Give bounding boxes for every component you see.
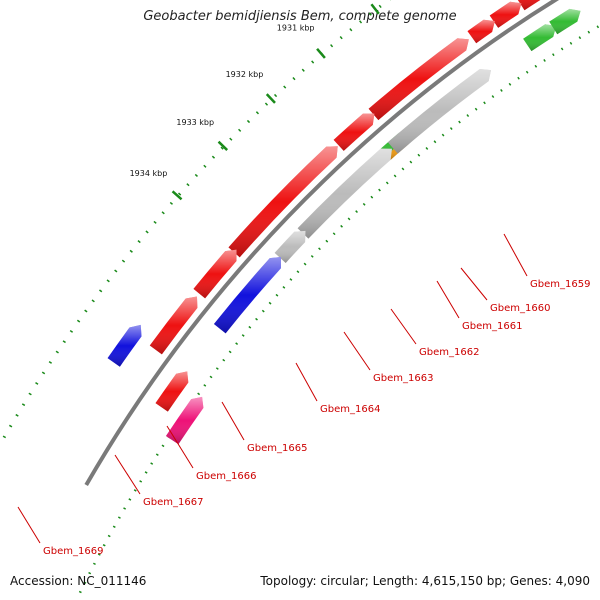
gene-feature bbox=[333, 113, 375, 151]
gene-feature bbox=[149, 296, 198, 355]
gene-feature bbox=[387, 69, 492, 154]
gene-label: Gbem_1661 bbox=[436, 280, 522, 332]
gene-feature bbox=[155, 371, 189, 412]
leader-line bbox=[390, 308, 417, 345]
inner-dotted-ring bbox=[75, 24, 600, 600]
gene-label: Gbem_1666 bbox=[166, 425, 256, 482]
gene-label-text: Gbem_1669 bbox=[43, 546, 103, 557]
leader-line bbox=[503, 233, 528, 277]
kbp-tick-label: 1932 kbp bbox=[226, 70, 264, 79]
gene-feature bbox=[274, 230, 306, 263]
gene-feature bbox=[549, 8, 581, 35]
major-tick bbox=[265, 93, 276, 104]
genome-backbone bbox=[75, 0, 600, 600]
gene-label-text: Gbem_1666 bbox=[196, 471, 256, 482]
gene-feature bbox=[107, 324, 142, 367]
summary-text: Topology: circular; Length: 4,615,150 bp… bbox=[260, 574, 590, 588]
gene-feature bbox=[517, 0, 541, 11]
gene-label: Gbem_1660 bbox=[460, 267, 550, 314]
kbp-tick-label: 1931 kbp bbox=[277, 24, 315, 33]
gene-feature bbox=[489, 1, 522, 28]
gene-label: Gbem_1659 bbox=[503, 233, 590, 290]
kbp-tick-label: 1933 kbp bbox=[176, 118, 214, 127]
gene-label: Gbem_1665 bbox=[221, 401, 307, 454]
gene-label-text: Gbem_1662 bbox=[419, 347, 479, 358]
gene-label-text: Gbem_1661 bbox=[462, 321, 522, 332]
gene-feature bbox=[193, 249, 237, 299]
gene-label-text: Gbem_1667 bbox=[143, 497, 203, 508]
gene-feature bbox=[228, 146, 338, 258]
gene-label-text: Gbem_1664 bbox=[320, 404, 380, 415]
gene-label: Gbem_1669 bbox=[17, 506, 103, 557]
major-tick bbox=[370, 3, 380, 15]
gene-feature bbox=[165, 396, 204, 445]
gene-label-text: Gbem_1665 bbox=[247, 443, 307, 454]
major-tick bbox=[217, 140, 229, 151]
gene-label: Gbem_1667 bbox=[114, 454, 203, 508]
gene-label-text: Gbem_1659 bbox=[530, 279, 590, 290]
minor-tick-dots bbox=[2, 0, 392, 439]
gene-label: Gbem_1663 bbox=[343, 331, 433, 384]
gene-feature bbox=[368, 38, 469, 121]
leader-line bbox=[343, 331, 371, 371]
gene-label: Gbem_1664 bbox=[295, 362, 380, 415]
gene-label-text: Gbem_1663 bbox=[373, 373, 433, 384]
leader-line bbox=[460, 267, 488, 301]
gene-label-text: Gbem_1660 bbox=[490, 303, 550, 314]
major-tick bbox=[171, 190, 183, 201]
gene-feature bbox=[297, 148, 392, 239]
gene-feature bbox=[467, 19, 495, 44]
gene-feature bbox=[213, 257, 281, 334]
kbp-tick-ring: 1924 kbp1925 kbp1926 kbp1927 kbp1928 kbp… bbox=[2, 0, 392, 439]
feature-tracks bbox=[107, 0, 581, 445]
leader-line bbox=[166, 425, 194, 469]
leader-line bbox=[295, 362, 318, 402]
leader-line bbox=[17, 506, 41, 544]
label-leaders: Gbem_1659 Gbem_1660 Gbem_1661 Gbem_1662 Gbem… bbox=[17, 233, 590, 557]
gene-feature bbox=[523, 24, 557, 52]
gene-label: Gbem_1662 bbox=[390, 308, 479, 358]
leader-line bbox=[221, 401, 245, 441]
major-tick bbox=[316, 48, 326, 59]
accession-text: Accession: NC_011146 bbox=[10, 574, 147, 588]
kbp-tick-label: 1934 kbp bbox=[130, 169, 168, 178]
leader-line bbox=[436, 280, 460, 319]
backbone-line bbox=[84, 0, 560, 487]
leader-line bbox=[114, 454, 141, 495]
